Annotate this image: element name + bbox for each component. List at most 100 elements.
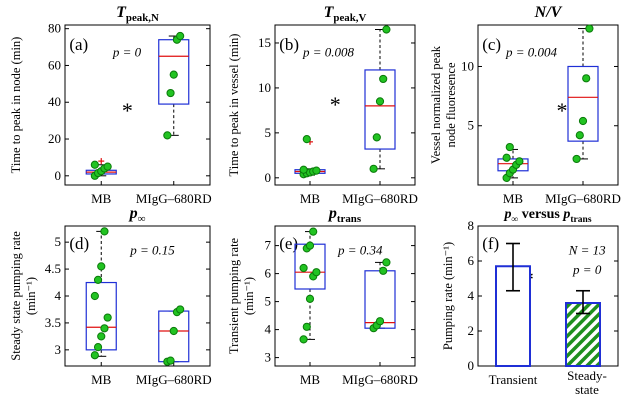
box-iqr xyxy=(85,281,117,351)
plot-frame xyxy=(274,225,416,367)
n-label: N = 13 xyxy=(568,242,606,257)
y-tick-label: 20 xyxy=(48,131,61,146)
significance-star: * xyxy=(557,98,568,123)
data-point xyxy=(100,227,109,236)
data-point xyxy=(375,317,385,326)
panel-label: (c) xyxy=(482,35,501,54)
y-tick-label: 4 xyxy=(265,322,272,337)
data-point xyxy=(302,135,311,144)
p-value: p = 0.004 xyxy=(505,45,558,60)
data-point xyxy=(309,227,318,236)
y-tick-label: 8 xyxy=(468,218,475,233)
y-axis-label-line2: node fluoresence xyxy=(444,62,458,147)
box-iqr xyxy=(158,310,190,363)
data-point xyxy=(379,74,388,84)
data-point xyxy=(176,31,185,41)
y-tick-label: 5 xyxy=(468,118,475,133)
y-tick-label: 0 xyxy=(265,170,272,185)
y-axis-label-line1: Vessel normalized peak xyxy=(429,45,443,164)
y-tick-label: 0 xyxy=(55,168,62,183)
significance-star: * xyxy=(330,92,341,117)
data-point xyxy=(93,343,103,352)
data-point xyxy=(372,133,381,142)
data-point xyxy=(100,324,109,333)
panel-d: 3 3.5 4 4.5 5 MB MIgG–680RD Steady state pumpin… xyxy=(9,205,212,387)
p-value: p = 0.15 xyxy=(129,242,175,257)
data-point xyxy=(305,241,315,250)
y-tick-label: 15 xyxy=(258,35,271,50)
data-point xyxy=(578,116,588,126)
data-point xyxy=(169,70,178,79)
panel-b: 0 5 10 15 MB MIgG–680RD Time to peak in vessel… xyxy=(227,4,418,206)
y-tick-label: 5 xyxy=(265,294,272,309)
y-tick-label: 80 xyxy=(48,21,61,36)
data-point xyxy=(572,154,581,164)
data-point xyxy=(585,24,594,33)
data-point xyxy=(97,262,106,271)
data-point xyxy=(103,162,112,171)
data-point xyxy=(305,294,315,303)
data-point xyxy=(502,153,511,162)
y-axis-label: Pumping rate (min⁻¹) xyxy=(441,242,455,350)
chart-title: Tpeak,V xyxy=(324,4,367,24)
box-iqr xyxy=(364,69,396,150)
data-point xyxy=(369,164,378,173)
x-tick-label: MIgG–680RD xyxy=(136,191,212,206)
x-tick-label: MB xyxy=(300,372,321,387)
y-tick-label: 10 xyxy=(461,58,474,73)
plot-frame xyxy=(477,24,619,186)
y-axis-label-unit: (min⁻¹) xyxy=(242,277,256,315)
data-point xyxy=(90,351,99,360)
data-point xyxy=(90,160,99,169)
y-axis-label: Steady state pumping rate xyxy=(9,231,23,361)
y-tick-label: 40 xyxy=(48,94,61,109)
panel-label: (a) xyxy=(69,35,88,54)
plot-frame xyxy=(64,24,211,186)
significance-star: * xyxy=(122,98,133,123)
y-tick-label: 4 xyxy=(468,288,475,303)
panel-a: 0 20 40 60 80 MB MIgG–680RD Time to peak in nod… xyxy=(9,4,212,206)
p-value: p = 0 xyxy=(112,45,142,60)
y-axis-label-unit: (min⁻¹) xyxy=(24,277,38,315)
data-point xyxy=(375,97,385,106)
y-tick-label: 4 xyxy=(55,288,62,303)
x-tick-label: MIgG–680RD xyxy=(136,372,212,387)
x-tick-label: MIgG–680RD xyxy=(545,191,621,206)
data-point xyxy=(382,258,391,267)
data-point xyxy=(302,322,311,331)
x-tick-label: MB xyxy=(91,191,112,206)
data-point xyxy=(379,266,388,275)
panel-label: (e) xyxy=(279,234,298,253)
y-tick-label: 10 xyxy=(258,80,271,95)
data-point xyxy=(93,275,103,284)
data-point xyxy=(312,268,321,277)
x-tick-label: Transient xyxy=(489,372,538,387)
panel-c: 5 10 MB MIgG–680RD Vessel normalized peak nod… xyxy=(429,4,621,206)
y-tick-label: 5 xyxy=(55,234,62,249)
y-tick-label: 3 xyxy=(55,342,62,357)
y-tick-label: 4.5 xyxy=(45,261,61,276)
y-tick-label: 60 xyxy=(48,57,61,72)
data-point xyxy=(299,165,308,174)
panel-f: 0 2 4 6 8 Transient Steady-state Pumping rate (… xyxy=(441,207,619,397)
data-point xyxy=(515,157,524,166)
panel-label: (f) xyxy=(482,234,499,253)
x-tick-label: MIgG–680RD xyxy=(342,191,418,206)
data-point xyxy=(166,88,175,98)
x-tick-label: MB xyxy=(503,191,524,206)
p-value: p = 0.008 xyxy=(302,45,355,60)
x-tick-label: Steady- xyxy=(567,368,607,383)
x-tick-label: MB xyxy=(91,372,112,387)
data-point xyxy=(97,332,106,341)
data-point xyxy=(176,305,185,314)
plot-frame xyxy=(274,24,416,186)
data-point xyxy=(505,142,514,152)
y-tick-label: 0 xyxy=(468,358,475,373)
y-axis-label: Time to peak in node (min) xyxy=(9,37,23,174)
panel-label: (d) xyxy=(69,234,89,253)
data-point xyxy=(90,291,99,301)
data-point xyxy=(299,335,308,344)
y-axis-label: Transient pumping rate xyxy=(227,237,241,354)
